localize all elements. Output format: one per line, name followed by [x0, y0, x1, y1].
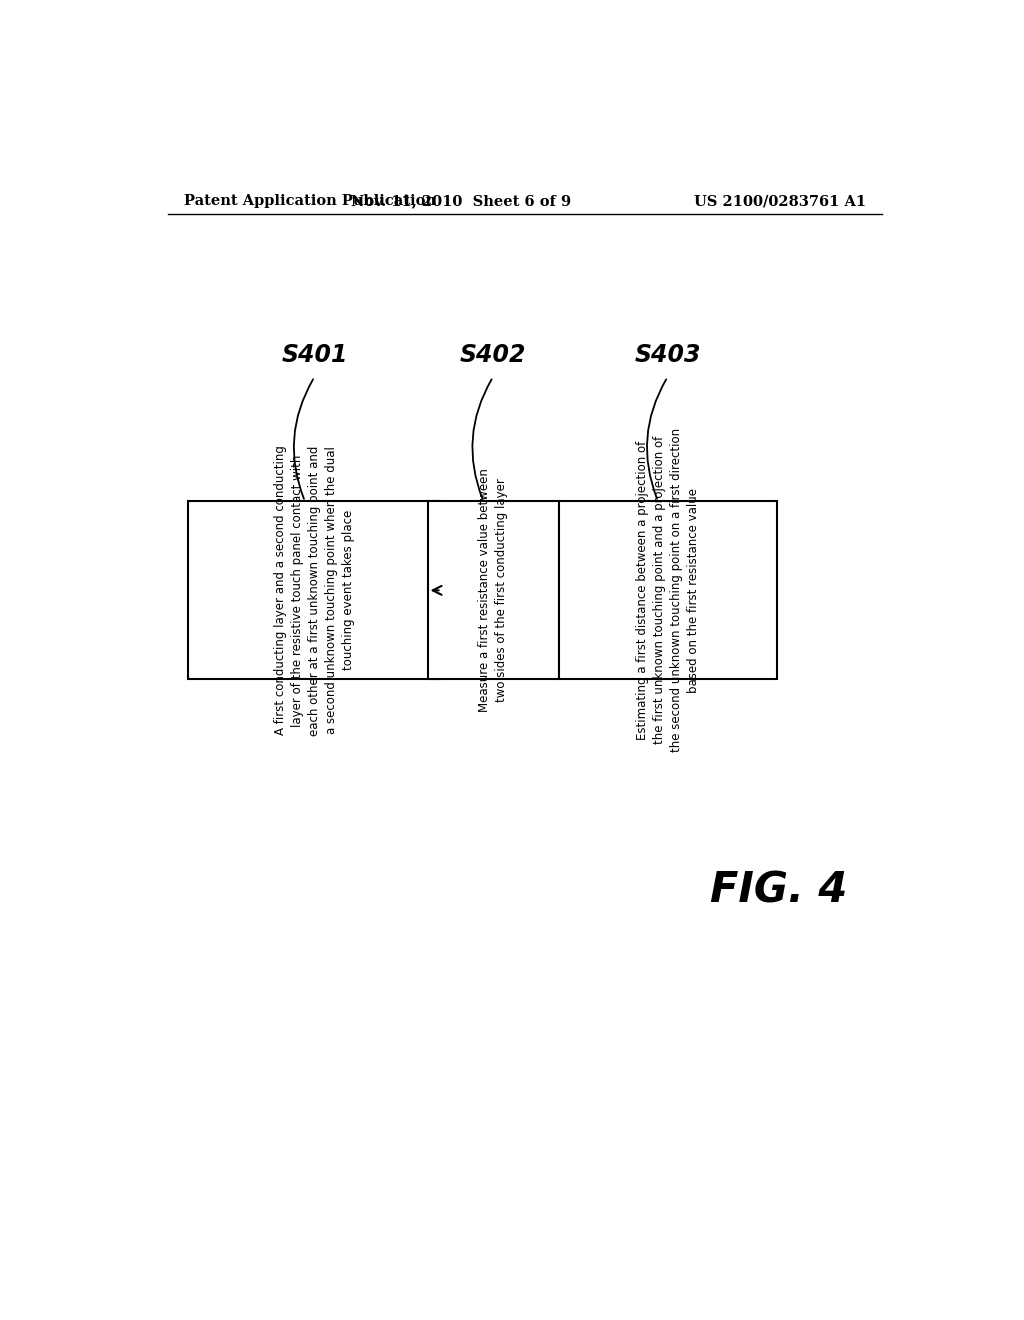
- Text: US 2100/0283761 A1: US 2100/0283761 A1: [694, 194, 866, 209]
- Text: A first conducting layer and a second conducting
layer of the resistive touch pa: A first conducting layer and a second co…: [274, 445, 355, 735]
- Text: Patent Application Publication: Patent Application Publication: [183, 194, 435, 209]
- Text: FIG. 4: FIG. 4: [710, 869, 848, 911]
- Text: Estimating a first distance between a projection of
the first unknown touching p: Estimating a first distance between a pr…: [636, 428, 699, 752]
- Bar: [187, 502, 441, 680]
- Text: S402: S402: [460, 343, 526, 367]
- Text: S403: S403: [635, 343, 700, 367]
- Text: S401: S401: [282, 343, 348, 367]
- Bar: [428, 502, 558, 680]
- Bar: [558, 502, 777, 680]
- Text: Nov. 11, 2010  Sheet 6 of 9: Nov. 11, 2010 Sheet 6 of 9: [351, 194, 571, 209]
- Text: Measure a first resistance value between
two sides of the first conducting layer: Measure a first resistance value between…: [478, 469, 508, 713]
